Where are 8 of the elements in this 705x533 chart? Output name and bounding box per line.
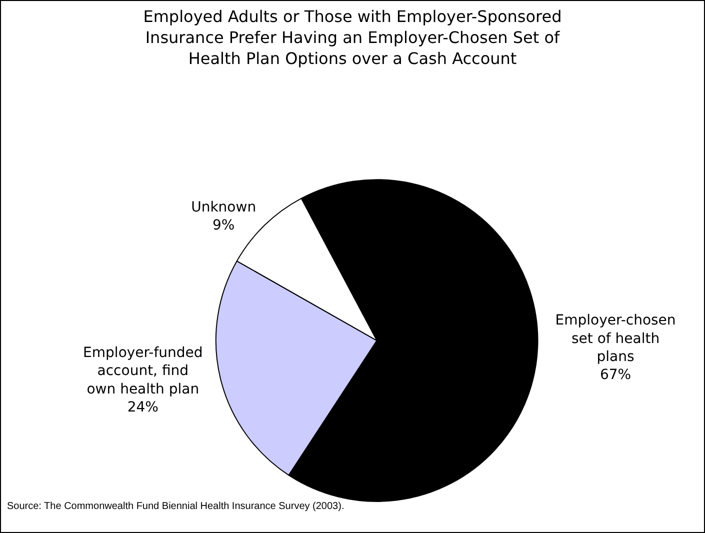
source-note: Source: The Commonwealth Fund Biennial Health Insurance Survey (2003). <box>7 501 344 512</box>
slice-label: Employer-funded account, find own health plan <box>83 345 203 398</box>
chart-title: Employed Adults or Those with Employer-Sponsored Insurance Prefer Having an Employer-Chosen Set of Health Plan Options over a Cash Account <box>143 7 562 68</box>
data-label: 67% <box>600 367 632 384</box>
slice-label: Unknown <box>191 199 256 216</box>
data-label: 9% <box>212 217 235 234</box>
data-label: 24% <box>127 400 158 416</box>
slice-label: Employer-chosen set of health plans <box>555 312 676 366</box>
